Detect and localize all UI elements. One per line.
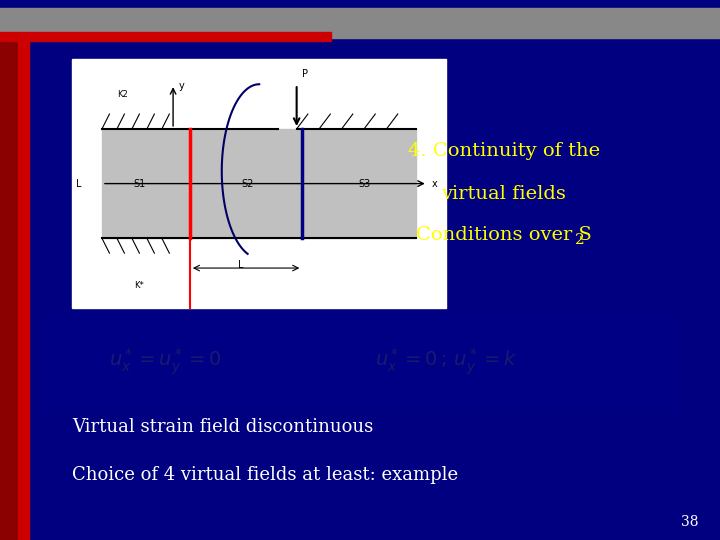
Text: P: P [302,69,308,79]
Bar [0,8,720,38]
Text: $u_x^* = 0\,;\,u_y^* = k$: $u_x^* = 0\,;\,u_y^* = k$ [375,347,518,377]
Text: Conditions over S: Conditions over S [416,226,592,244]
Text: S3: S3 [358,179,370,188]
Text: y: y [179,81,184,91]
Text: S1: S1 [133,179,145,188]
Text: Virtual strain field discontinuous: Virtual strain field discontinuous [72,417,373,436]
Bar [72,59,446,308]
Bar [0,32,331,40]
Text: 2: 2 [575,233,585,247]
Bar [43,313,677,410]
Bar [0,38,18,540]
Text: S2: S2 [242,179,254,188]
Text: $u_x^* = u_y^* = 0$: $u_x^* = u_y^* = 0$ [109,347,222,377]
Text: K*: K* [135,281,144,290]
Text: L: L [76,179,81,188]
Bar [18,38,29,540]
Bar [102,129,416,238]
Text: 4. Continuity of the: 4. Continuity of the [408,142,600,160]
Text: virtual fields: virtual fields [441,185,567,204]
Text: Choice of 4 virtual fields at least: example: Choice of 4 virtual fields at least: exa… [72,466,458,484]
Text: L: L [238,260,243,270]
Text: K2: K2 [117,90,127,99]
Text: x: x [431,179,437,188]
Text: 38: 38 [681,515,698,529]
